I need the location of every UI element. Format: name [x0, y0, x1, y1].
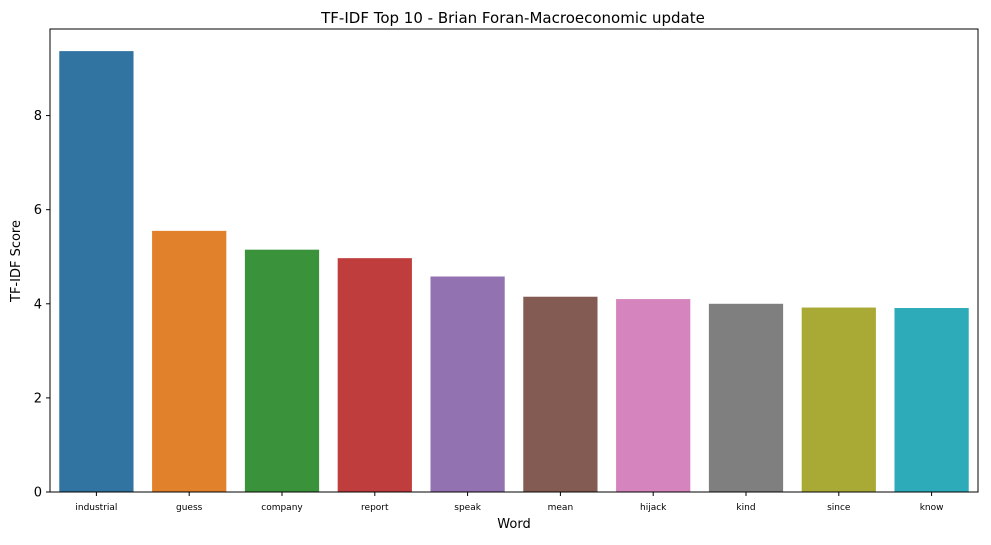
plot-frame — [49, 28, 979, 493]
x-tick-label: company — [261, 503, 303, 513]
x-tick-label: hijack — [640, 503, 667, 513]
axes-layer: industrial guess company report speak mean hij… — [34, 109, 944, 513]
x-axis-label: Word — [497, 517, 530, 532]
bar-hijack — [616, 299, 691, 492]
bar-guess — [152, 230, 227, 493]
y-tick-label: 4 — [34, 297, 42, 312]
bar-report — [337, 258, 412, 492]
x-tick-label: speak — [454, 503, 481, 513]
bar-kind — [708, 303, 784, 492]
y-axis-label: TF-IDF Score — [9, 220, 24, 303]
x-tick-label: industrial — [75, 503, 117, 513]
x-tick-label: since — [827, 503, 851, 513]
x-tick-label: kind — [736, 503, 755, 513]
bar-since — [801, 307, 876, 492]
y-tick-label: 2 — [34, 391, 42, 406]
bars-layer — [59, 51, 969, 493]
bar-know — [894, 308, 969, 492]
bar-mean — [523, 296, 598, 492]
x-tick-label: mean — [548, 503, 574, 513]
x-tick-label: guess — [176, 503, 203, 513]
y-tick-label: 6 — [34, 203, 42, 218]
bar-company — [244, 249, 320, 492]
y-tick-label: 8 — [34, 109, 42, 124]
chart-title: TF-IDF Top 10 - Brian Foran-Macroeconomi… — [320, 9, 705, 27]
bar-speak — [430, 276, 505, 492]
y-tick-label: 0 — [34, 486, 42, 501]
bar-industrial — [59, 51, 134, 493]
x-tick-label: know — [920, 503, 944, 513]
x-tick-label: report — [361, 503, 389, 513]
